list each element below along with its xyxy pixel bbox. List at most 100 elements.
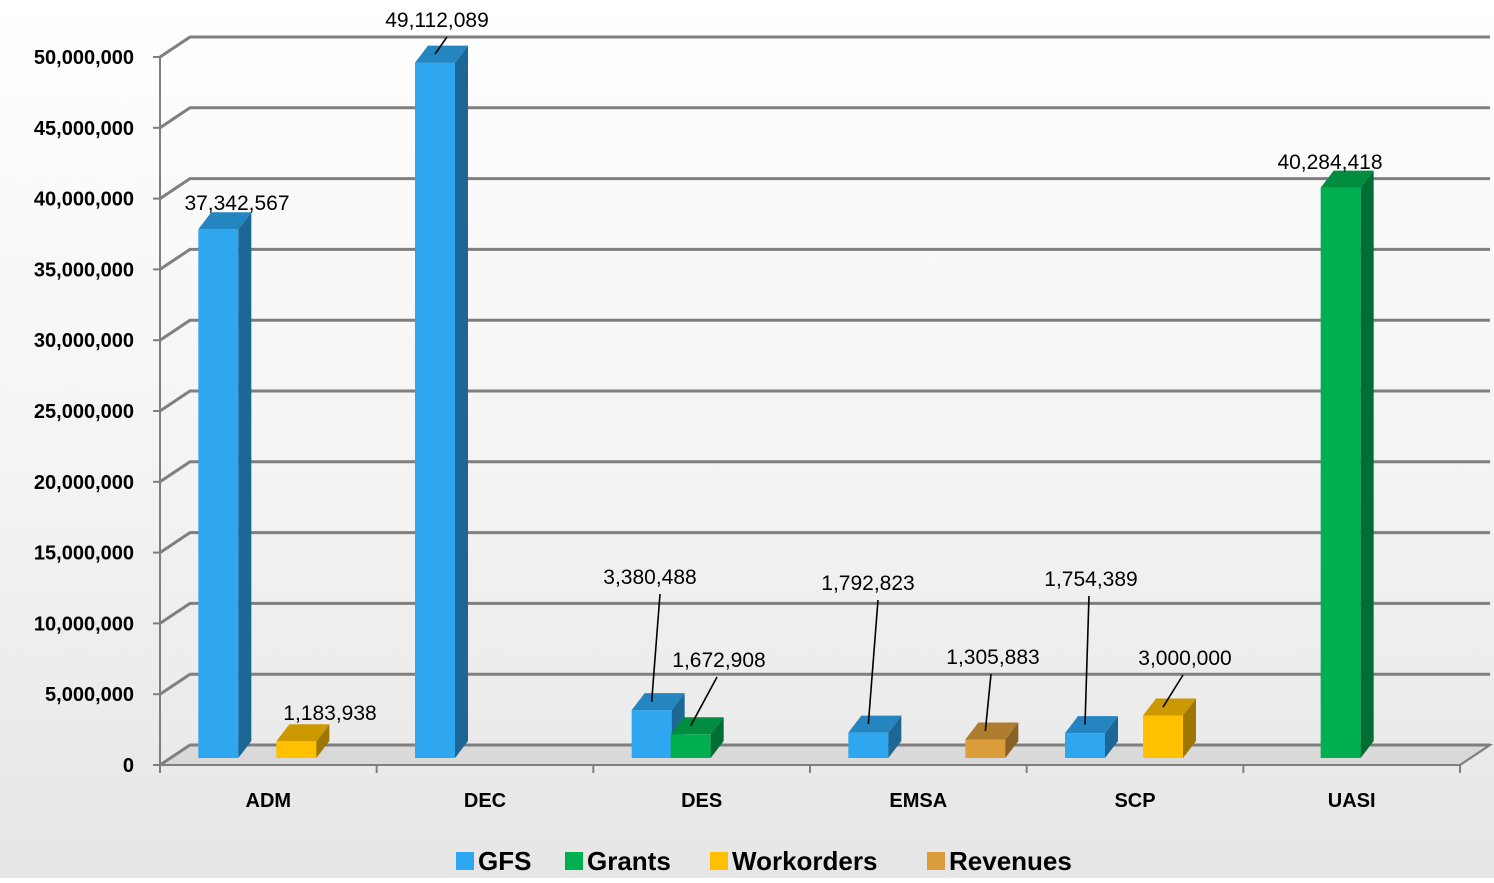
data-label: 1,754,389 (1044, 568, 1137, 591)
y-tick-label: 10,000,000 (34, 613, 134, 635)
legend-item-grants: Grants (565, 846, 671, 876)
x-tick-label: DEC (464, 790, 506, 812)
floor-edge (1459, 744, 1491, 766)
bar-side (1360, 170, 1374, 759)
y-tick-label: 25,000,000 (34, 401, 134, 423)
y-tick-label: 35,000,000 (34, 259, 134, 281)
bar-top (631, 693, 685, 711)
gridline (159, 247, 1490, 271)
gridline (159, 743, 1490, 767)
legend: GFS Grants Workorders Revenues (456, 846, 1072, 876)
legend-item-revenues: Revenues (927, 846, 1072, 876)
legend-label: Grants (587, 846, 671, 876)
bar-front (848, 732, 889, 758)
bar-adm-workorders (276, 724, 330, 758)
y-tick-label: 45,000,000 (34, 118, 134, 140)
bar-top (1143, 698, 1196, 716)
y-tick-label: 50,000,000 (34, 47, 134, 69)
chart-floor (156, 744, 1494, 766)
data-label-leader (434, 36, 448, 55)
bar-top (1065, 716, 1118, 734)
gridline (159, 460, 1490, 484)
gridline (159, 318, 1490, 342)
bar-side (238, 212, 252, 758)
gridline (159, 601, 1490, 625)
gridlines (156, 35, 1494, 767)
bar-front (1143, 715, 1183, 758)
legend-label: Workorders (732, 846, 877, 876)
bar-front (276, 741, 317, 758)
bar-scp-workorders (1143, 698, 1196, 758)
bar-side (1183, 698, 1196, 758)
bar-side (1005, 722, 1019, 758)
bar-front (1320, 187, 1361, 759)
bar-side (455, 45, 468, 759)
legend-label: GFS (478, 846, 531, 876)
data-label-leader (689, 676, 718, 727)
bar-top (1320, 170, 1374, 188)
y-tick-label: 30,000,000 (34, 330, 134, 352)
gridline (159, 389, 1490, 413)
x-tick-label: EMSA (889, 790, 947, 812)
data-label: 3,380,488 (603, 566, 696, 589)
bar-front (670, 734, 711, 758)
gridline (159, 177, 1490, 200)
bar-front (965, 739, 1006, 758)
bar-front (198, 229, 239, 758)
gridline (159, 531, 1490, 554)
x-tick-label: ADM (246, 790, 292, 812)
legend-swatch (565, 852, 583, 870)
x-tick-label: UASI (1328, 790, 1376, 812)
bar-emsa-gfs (848, 715, 902, 758)
x-tick-label: SCP (1114, 790, 1155, 812)
bar-side (316, 724, 330, 758)
legend-item-gfs: GFS (456, 846, 531, 876)
legend-swatch (456, 852, 474, 870)
y-tick-label: 0 (123, 755, 134, 777)
bar-side (1105, 716, 1118, 758)
bar-top (965, 722, 1019, 740)
data-labels: 37,342,567 1,183,938 49,112,089 3,380,488 1,… (184, 9, 1383, 732)
axes: 0 5,000,000 10,000,000 15,000,000 20,000,000… (34, 47, 1491, 812)
gridline (159, 35, 1490, 59)
bar-front (1065, 733, 1105, 758)
data-label: 1,305,883 (946, 646, 1039, 669)
gridline (159, 106, 1490, 130)
data-label-leader (984, 673, 992, 732)
bar-dec-gfs (415, 45, 468, 759)
data-label: 3,000,000 (1138, 647, 1231, 670)
bar-side (888, 715, 902, 758)
bar-adm-gfs (198, 212, 252, 758)
y-tick-label: 40,000,000 (34, 189, 134, 211)
x-tick-label: DES (681, 790, 722, 812)
legend-label: Revenues (949, 846, 1072, 876)
bar-side (710, 717, 724, 758)
bar-top (415, 45, 468, 63)
data-label-leader (650, 593, 661, 702)
data-label-leader (1162, 674, 1184, 708)
legend-swatch (710, 852, 728, 870)
data-label: 40,284,418 (1277, 151, 1382, 174)
y-tick-label: 20,000,000 (34, 472, 134, 494)
data-label: 1,792,823 (821, 572, 914, 595)
bar-uasi-grants (1320, 170, 1374, 759)
bars (198, 45, 1374, 759)
data-label: 1,672,908 (672, 649, 765, 672)
bar-front (415, 62, 455, 759)
bar-front (631, 710, 672, 758)
data-label-leader (1084, 595, 1090, 725)
bar-top (276, 724, 330, 742)
y-tick-label: 15,000,000 (34, 543, 134, 565)
bar-des-grants (670, 717, 724, 758)
bar-scp-gfs (1065, 716, 1118, 758)
gridline (159, 672, 1490, 696)
bar-top (198, 212, 252, 230)
data-label: 1,183,938 (283, 702, 376, 725)
bar-emsa-revenues (965, 722, 1019, 758)
bar-top (848, 715, 902, 733)
data-label: 37,342,567 (184, 192, 289, 215)
bar-top (670, 717, 724, 735)
data-label-leader (867, 599, 879, 725)
